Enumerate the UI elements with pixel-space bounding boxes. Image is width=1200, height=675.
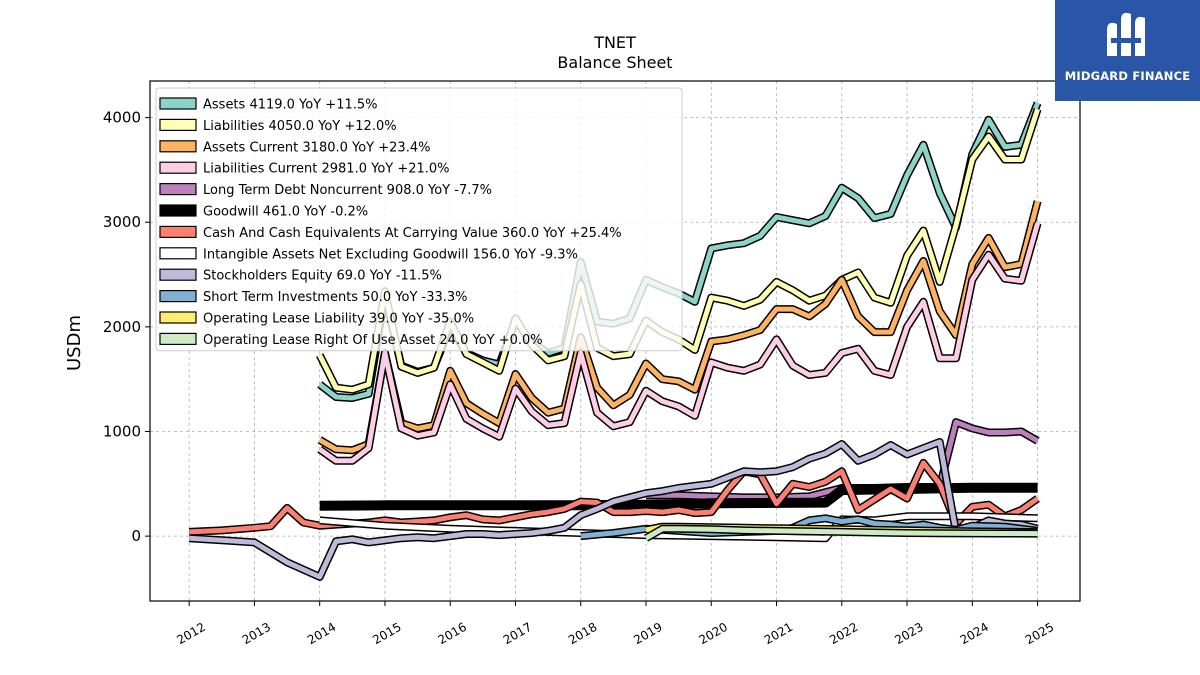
series-stroke <box>644 526 1038 541</box>
legend-swatch <box>159 247 197 260</box>
legend-label: Operating Lease Right Of Use Asset 24.0 … <box>203 333 543 348</box>
legend-label: Liabilities 4050.0 YoY +12.0% <box>203 119 397 134</box>
x-tick-label: 2013 <box>240 620 273 647</box>
x-tick-label: 2012 <box>174 620 207 647</box>
brand-logo: MIDGARD FINANCE <box>1055 0 1200 101</box>
x-tick-label: 2018 <box>566 620 599 647</box>
chart-subtitle: Balance Sheet <box>557 53 672 72</box>
series-stroke <box>319 513 1038 541</box>
legend-swatch <box>159 140 197 153</box>
series-line-8 <box>188 438 1039 581</box>
x-tick-label: 2022 <box>827 620 860 647</box>
x-tick-label: 2017 <box>501 620 534 647</box>
legend-label: Assets 4119.0 YoY +11.5% <box>203 98 378 113</box>
y-axis-ticks: 0 1000 2000 3000 4000 <box>103 109 150 545</box>
legend-label: Assets Current 3180.0 YoY +23.4% <box>203 140 430 155</box>
y-tick-label: 2000 <box>103 318 141 336</box>
x-tick-label: 2023 <box>892 620 925 647</box>
legend-swatch <box>159 161 197 174</box>
legend-swatch <box>159 183 197 196</box>
series-line-3 <box>317 222 1042 465</box>
chart-title: TNET <box>593 33 636 52</box>
x-tick-label: 2024 <box>958 620 991 647</box>
legend-swatch <box>159 97 197 110</box>
legend-swatch <box>159 268 197 281</box>
legend-swatch <box>159 225 197 238</box>
legend-swatch <box>159 332 197 345</box>
series-line-11 <box>644 524 1038 542</box>
x-tick-label: 2015 <box>370 620 403 647</box>
legend-label: Long Term Debt Noncurrent 908.0 YoY -7.7… <box>203 183 492 198</box>
x-tick-label: 2016 <box>435 620 468 647</box>
legend-swatch <box>159 118 197 132</box>
series-layer <box>188 101 1042 581</box>
legend-swatch <box>159 204 197 217</box>
brand-mark-icon <box>1107 12 1145 56</box>
legend-label: Cash And Cash Equivalents At Carrying Va… <box>203 226 622 241</box>
legend-swatch <box>159 290 197 303</box>
x-tick-label: 2020 <box>697 620 730 647</box>
x-tick-label: 2025 <box>1023 620 1056 647</box>
y-tick-label: 1000 <box>103 423 141 441</box>
legend-label: Stockholders Equity 69.0 YoY -11.5% <box>203 269 442 284</box>
x-axis-ticks: 2012 2013 2014 2015 2016 2017 2018 2019 2020 2021… <box>174 601 1056 647</box>
legend-box <box>155 87 683 352</box>
series-stroke <box>189 439 1039 580</box>
series-line-7 <box>319 512 1038 543</box>
legend-label: Liabilities Current 2981.0 YoY +21.0% <box>203 162 450 177</box>
legend: Assets 4119.0 YoY +11.5% Liabilities 4050… <box>155 87 683 352</box>
x-tick-label: 2014 <box>305 620 338 647</box>
plot-frame <box>149 80 1081 602</box>
brand-name: MIDGARD FINANCE <box>1064 69 1191 83</box>
legend-label: Intangible Assets Net Excluding Goodwill… <box>203 247 578 262</box>
y-axis-label: USDm <box>64 315 85 371</box>
y-tick-label: 3000 <box>103 213 141 231</box>
legend-label: Short Term Investments 50.0 YoY -33.3% <box>203 290 468 305</box>
legend-swatch <box>159 311 197 324</box>
series-line-6 <box>189 458 1040 536</box>
series-stroke <box>318 222 1041 464</box>
x-tick-label: 2019 <box>631 620 664 647</box>
y-tick-label: 0 <box>131 527 141 545</box>
legend-label: Operating Lease Liability 39.0 YoY -35.0… <box>203 312 474 327</box>
x-tick-label: 2021 <box>762 620 795 647</box>
legend-label: Goodwill 461.0 YoY -0.2% <box>203 205 368 220</box>
y-tick-label: 4000 <box>103 109 141 127</box>
